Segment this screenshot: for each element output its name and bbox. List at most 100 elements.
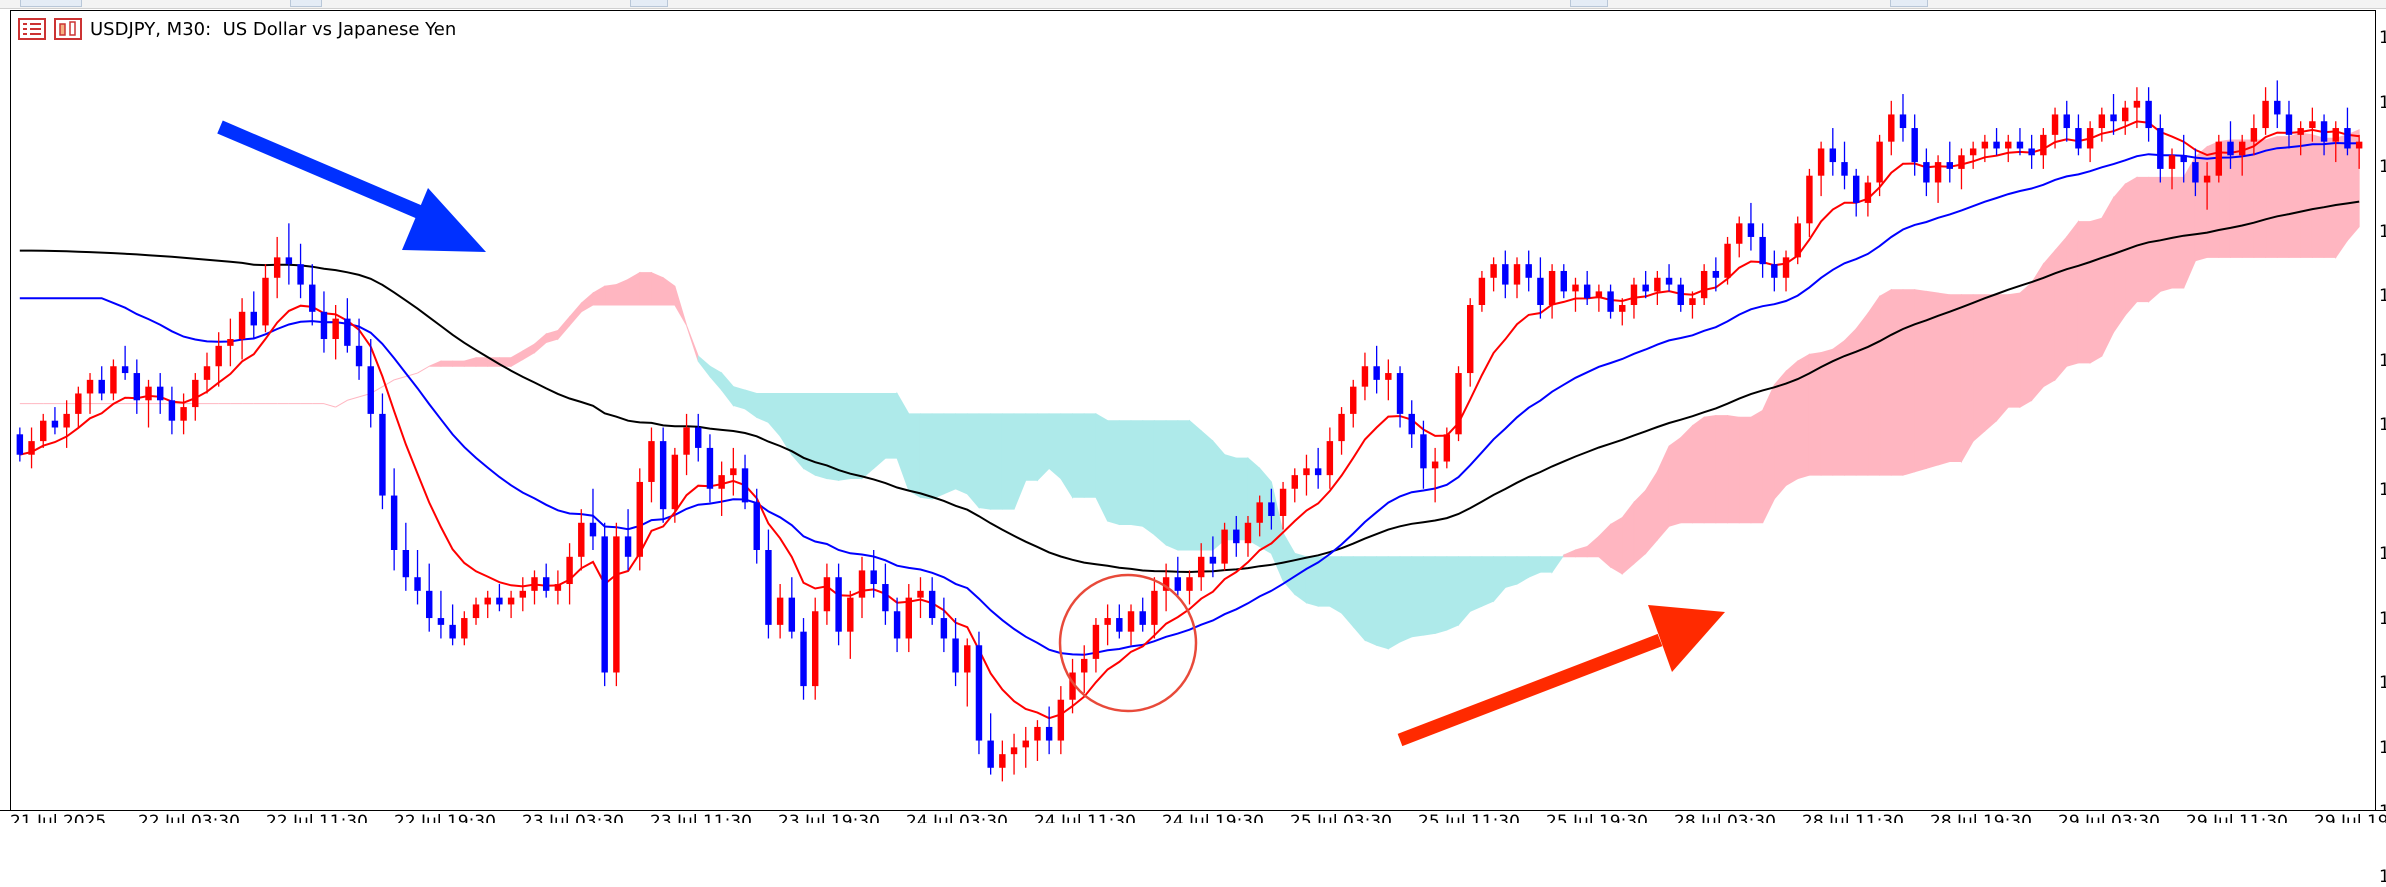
candle <box>1209 536 1217 578</box>
candle-body <box>390 495 398 550</box>
candle <box>1864 175 1872 217</box>
candle-body <box>309 284 316 312</box>
cloud-segment <box>697 354 711 378</box>
candle-body <box>75 393 82 414</box>
candle-body <box>1583 284 1591 299</box>
candle-body <box>952 638 959 673</box>
candle <box>1279 481 1287 530</box>
price-label: 1 <box>2379 157 2386 177</box>
chart-area[interactable] <box>10 10 2375 810</box>
candle-body <box>16 434 24 455</box>
candle-body <box>86 379 94 394</box>
candle <box>1946 141 1953 183</box>
candle <box>507 590 515 619</box>
cloud-segment <box>1317 556 1331 607</box>
toolbar-button[interactable] <box>20 0 82 7</box>
candle-body <box>28 441 35 455</box>
price-label: 1 <box>2379 544 2386 564</box>
candle <box>1794 216 1801 265</box>
candle-body <box>589 522 597 537</box>
candle-body <box>1572 284 1579 292</box>
candle-body <box>2344 128 2351 149</box>
cloud-segment <box>2113 182 2126 334</box>
price-chart[interactable] <box>0 0 2375 810</box>
cloud-segment <box>1446 556 1460 631</box>
toolbar-button[interactable] <box>1890 0 1928 7</box>
candle <box>98 366 105 401</box>
candle <box>2285 100 2293 149</box>
candle <box>2168 148 2176 190</box>
candle <box>2262 87 2269 135</box>
candle <box>145 379 152 428</box>
candle <box>1712 257 1720 292</box>
cloud-segment <box>2031 262 2044 402</box>
toolbar-button[interactable] <box>1570 0 1608 7</box>
toolbar-button[interactable] <box>290 0 322 7</box>
cloud-segment <box>1890 289 1904 476</box>
candle-body <box>1420 434 1427 469</box>
cloud-segment <box>1399 556 1413 643</box>
candle-body <box>613 536 620 673</box>
candle <box>2355 134 2363 169</box>
chart-title-bar: USDJPY, M30: US Dollar vs Japanese Yen <box>18 17 456 41</box>
crossover-circle <box>1058 573 1198 713</box>
candle-body <box>566 556 573 585</box>
up-arrow-shaft <box>1397 633 1663 747</box>
candle <box>121 345 129 380</box>
toolbar <box>0 0 2386 9</box>
cloud-segment <box>1586 535 1600 558</box>
candle <box>2215 134 2223 183</box>
candle <box>1958 148 1965 190</box>
cloud-segment <box>1376 556 1389 650</box>
candle <box>788 577 796 639</box>
candle-body <box>367 366 374 414</box>
cloud-segment <box>674 286 688 326</box>
candle <box>2098 107 2106 142</box>
candle-body <box>2005 141 2012 149</box>
candle <box>75 386 82 428</box>
candle <box>800 618 807 700</box>
candle <box>262 264 269 333</box>
cloud-segment <box>1937 292 1951 466</box>
candle-body <box>1993 141 2000 149</box>
candle <box>1081 645 1088 693</box>
cloud-segment <box>1153 420 1167 546</box>
cloud-segment <box>2171 176 2185 289</box>
candle <box>589 488 597 550</box>
candle-body <box>1665 277 1673 285</box>
time-label: 25 Jul 19:30 <box>1546 812 1648 824</box>
candle-body <box>2203 175 2211 183</box>
cloud-segment <box>2054 235 2068 382</box>
candle-body <box>1057 699 1065 741</box>
candle-body <box>987 740 994 768</box>
candle-body <box>344 318 351 346</box>
time-label: 28 Jul 11:30 <box>1802 812 1904 824</box>
candle-body <box>1139 611 1146 625</box>
candle-body <box>1350 386 1357 414</box>
cloud-segment <box>452 360 465 367</box>
candle-body <box>1209 556 1217 564</box>
candle <box>2005 134 2012 163</box>
time-scale[interactable]: 21 Jul 2025 22 Jul 03:30 22 Jul 11:30 22 Ju… <box>0 810 2386 823</box>
indicators-list-icon[interactable] <box>18 18 46 40</box>
candle <box>320 291 328 353</box>
cloud-segment <box>1621 500 1635 575</box>
cloud-segment <box>2265 135 2278 258</box>
candle-body <box>1326 441 1334 476</box>
candle <box>344 298 351 353</box>
annotations <box>217 120 1725 747</box>
candle-body <box>683 427 690 455</box>
cloud-segment <box>1411 556 1424 638</box>
candle <box>999 740 1006 782</box>
candle-body <box>882 584 889 612</box>
cloud-segment <box>1387 556 1401 650</box>
cloud-segment <box>639 272 652 306</box>
price-scale[interactable]: 11111111111111 <box>2375 10 2386 885</box>
candle <box>2332 121 2339 163</box>
toolbar-button[interactable] <box>630 0 668 7</box>
candle-body <box>905 597 913 639</box>
bar-chart-icon[interactable] <box>54 18 82 40</box>
candle <box>1677 277 1684 312</box>
candle-body <box>659 441 667 510</box>
candle-body <box>262 277 269 326</box>
